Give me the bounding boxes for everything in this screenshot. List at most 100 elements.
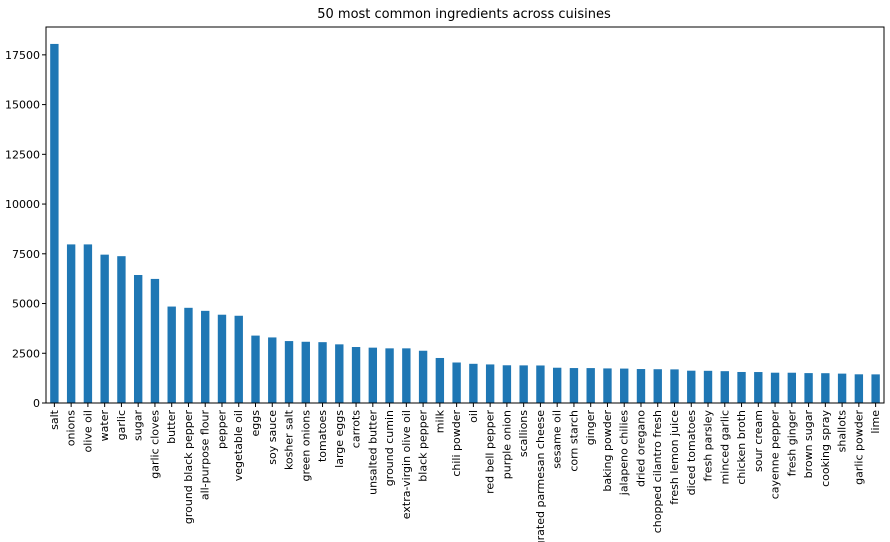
bar xyxy=(133,275,143,403)
bar xyxy=(536,365,545,403)
y-tick-label: 0 xyxy=(33,397,40,410)
x-tick-label: all-purpose flour xyxy=(199,410,212,501)
x-tick-label: milk xyxy=(433,409,446,433)
y-tick-label: 2500 xyxy=(12,347,40,360)
bar xyxy=(821,373,830,403)
bar xyxy=(754,372,763,403)
x-tick-label: fresh ginger xyxy=(785,410,798,477)
x-tick-label: cayenne pepper xyxy=(769,410,782,500)
bar xyxy=(251,335,260,403)
bar xyxy=(586,368,595,403)
x-tick-label: vegetable oil xyxy=(232,410,245,481)
x-tick-label: scallions xyxy=(517,410,530,457)
bar xyxy=(720,371,729,403)
x-tick-label: extra-virgin olive oil xyxy=(400,410,413,519)
bar xyxy=(167,306,176,403)
x-tick-label: pepper xyxy=(215,410,228,449)
bar xyxy=(770,372,780,403)
x-tick-label: garlic powder xyxy=(852,410,865,485)
y-tick-label: 7500 xyxy=(12,248,40,261)
x-tick-label: ginger xyxy=(584,410,597,446)
y-tick-label: 5000 xyxy=(12,298,40,311)
x-tick-label: corn starch xyxy=(567,410,580,472)
x-tick-label: garlic cloves xyxy=(148,410,161,479)
x-tick-label: soy sauce xyxy=(266,410,279,465)
bar xyxy=(502,365,512,403)
x-tick-label: oil xyxy=(467,410,480,423)
bar xyxy=(351,347,361,403)
x-tick-label: green onions xyxy=(299,410,312,482)
x-tick-label: diced tomatoes xyxy=(685,410,698,496)
bar xyxy=(201,310,210,403)
x-tick-label: red bell pepper xyxy=(484,410,497,494)
bar xyxy=(620,368,629,403)
x-tick-label: tomatoes xyxy=(316,410,329,462)
bar xyxy=(402,348,411,403)
plot-frame xyxy=(45,26,885,404)
bar xyxy=(117,256,126,403)
x-tick-label: unsalted butter xyxy=(366,410,379,495)
bar xyxy=(670,369,679,403)
x-tick-label: kosher salt xyxy=(283,409,296,470)
x-tick-label: purple onion xyxy=(500,410,513,479)
x-tick-label: baking powder xyxy=(601,410,614,492)
x-tick-label: garlic xyxy=(115,410,128,440)
bar xyxy=(703,370,713,403)
bar xyxy=(418,350,428,403)
x-tick-label: fresh parsley xyxy=(702,410,715,482)
bar xyxy=(150,278,160,403)
x-tick-label: salt xyxy=(48,409,61,430)
x-tick-label: sesame oil xyxy=(551,410,564,469)
bar xyxy=(519,365,528,403)
bar xyxy=(318,342,327,403)
x-tick-label: carrots xyxy=(350,410,363,448)
x-tick-label: shallots xyxy=(836,410,849,453)
y-tick-label: 12500 xyxy=(5,148,40,161)
x-tick-label: chili powder xyxy=(450,410,463,477)
x-tick-label: grated parmesan cheese xyxy=(534,410,547,542)
x-tick-label: cooking spray xyxy=(819,410,832,487)
x-tick-label: chicken broth xyxy=(735,410,748,485)
bar xyxy=(368,347,378,403)
x-tick-label: lime xyxy=(869,410,882,434)
bar xyxy=(385,348,394,403)
chart-title: 50 most common ingredients across cuisin… xyxy=(317,7,611,22)
bar xyxy=(452,362,461,403)
bar xyxy=(804,373,813,403)
bar xyxy=(335,344,344,403)
bar xyxy=(687,370,696,403)
x-tick-label: water xyxy=(98,410,111,442)
bar xyxy=(552,367,562,403)
bar xyxy=(83,244,93,403)
x-tick-label: eggs xyxy=(249,410,262,437)
bar xyxy=(653,369,662,403)
x-tick-label: fresh lemon juice xyxy=(668,410,681,505)
bar xyxy=(268,337,277,403)
x-tick-label: brown sugar xyxy=(802,410,815,479)
y-tick-label: 15000 xyxy=(5,99,40,112)
bar xyxy=(217,314,227,403)
x-tick-label: butter xyxy=(165,410,178,444)
x-tick-label: onions xyxy=(65,410,78,446)
x-tick-label: ground cumin xyxy=(383,410,396,486)
y-tick-label: 10000 xyxy=(5,198,40,211)
bar xyxy=(66,244,76,403)
bar xyxy=(569,368,579,403)
x-tick-label: sugar xyxy=(132,410,145,441)
bar xyxy=(636,369,646,403)
x-tick-label: chopped cilantro fresh xyxy=(651,410,664,533)
bar xyxy=(301,341,310,403)
bar xyxy=(50,43,59,404)
bar xyxy=(787,372,797,403)
x-tick-label: ground black pepper xyxy=(182,410,195,525)
bar xyxy=(184,307,193,403)
bar xyxy=(485,364,495,403)
bar xyxy=(837,373,847,403)
y-tick-label: 17500 xyxy=(5,49,40,62)
x-tick-label: sour cream xyxy=(752,410,765,472)
bar xyxy=(284,341,294,403)
x-tick-label: dried oregano xyxy=(634,410,647,487)
bar xyxy=(469,363,478,403)
bar xyxy=(737,371,746,403)
